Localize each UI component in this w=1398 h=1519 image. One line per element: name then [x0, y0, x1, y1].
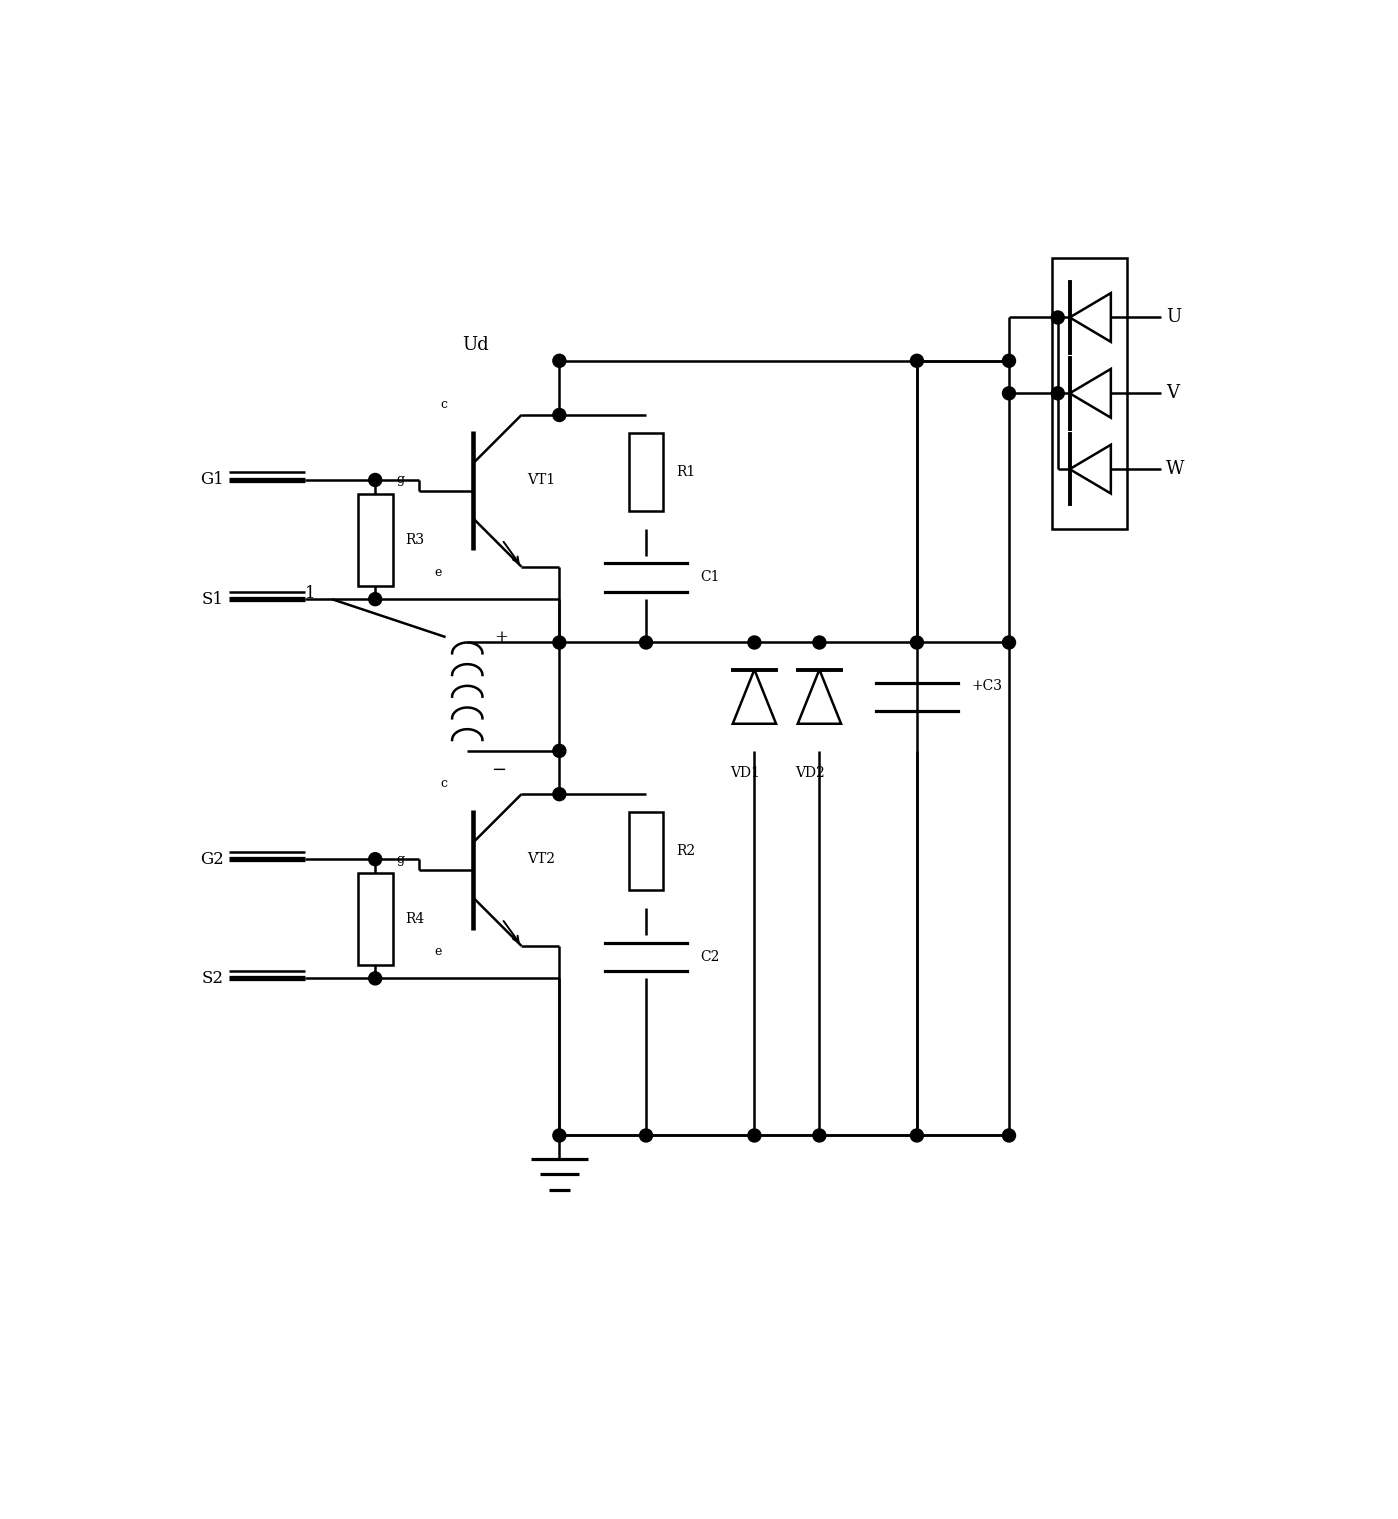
Circle shape — [1002, 354, 1015, 368]
Circle shape — [552, 1129, 566, 1142]
Polygon shape — [798, 670, 842, 723]
Text: 1: 1 — [305, 585, 316, 602]
Text: R4: R4 — [405, 911, 425, 925]
Bar — [1053, 258, 1127, 529]
Text: S2: S2 — [201, 969, 224, 987]
Circle shape — [552, 636, 566, 649]
Text: +: + — [495, 629, 509, 646]
Circle shape — [369, 852, 382, 866]
Circle shape — [1002, 387, 1015, 399]
Circle shape — [910, 636, 924, 649]
Text: VT1: VT1 — [527, 472, 555, 488]
Polygon shape — [1069, 445, 1111, 494]
Circle shape — [369, 592, 382, 606]
Circle shape — [552, 744, 566, 758]
Circle shape — [910, 1129, 924, 1142]
Text: e: e — [435, 565, 442, 579]
Text: R2: R2 — [677, 845, 696, 858]
Text: Ud: Ud — [461, 336, 489, 354]
Circle shape — [910, 354, 924, 368]
Text: W: W — [1166, 460, 1184, 478]
Polygon shape — [733, 670, 776, 723]
Bar — [358, 873, 393, 965]
Text: VT2: VT2 — [527, 852, 555, 866]
Circle shape — [812, 1129, 826, 1142]
Circle shape — [1051, 311, 1064, 324]
Bar — [629, 433, 664, 510]
Text: g: g — [397, 474, 405, 486]
Circle shape — [552, 409, 566, 421]
Text: R1: R1 — [677, 465, 696, 478]
Polygon shape — [1069, 369, 1111, 418]
Text: U: U — [1166, 308, 1181, 327]
Circle shape — [369, 474, 382, 486]
Text: S1: S1 — [201, 591, 224, 608]
Circle shape — [369, 972, 382, 984]
Text: +C3: +C3 — [972, 679, 1002, 693]
Circle shape — [748, 636, 761, 649]
Text: VD1: VD1 — [731, 766, 761, 779]
Text: c: c — [440, 776, 447, 790]
Text: C1: C1 — [700, 571, 720, 585]
Bar — [629, 813, 664, 890]
Circle shape — [812, 636, 826, 649]
Text: G2: G2 — [200, 851, 224, 867]
Text: VD2: VD2 — [795, 766, 825, 779]
Circle shape — [552, 354, 566, 368]
Text: G1: G1 — [200, 471, 224, 489]
Circle shape — [748, 1129, 761, 1142]
Circle shape — [1002, 636, 1015, 649]
Text: R3: R3 — [405, 533, 425, 547]
Circle shape — [1002, 1129, 1015, 1142]
Text: C2: C2 — [700, 949, 720, 963]
Text: c: c — [440, 398, 447, 410]
Text: e: e — [435, 945, 442, 958]
Circle shape — [1051, 387, 1064, 399]
Polygon shape — [1069, 293, 1111, 342]
Circle shape — [639, 1129, 653, 1142]
Text: V: V — [1166, 384, 1179, 403]
Circle shape — [639, 636, 653, 649]
Text: −: − — [491, 761, 506, 779]
Text: g: g — [397, 852, 405, 866]
Circle shape — [552, 788, 566, 801]
Bar — [358, 494, 393, 586]
